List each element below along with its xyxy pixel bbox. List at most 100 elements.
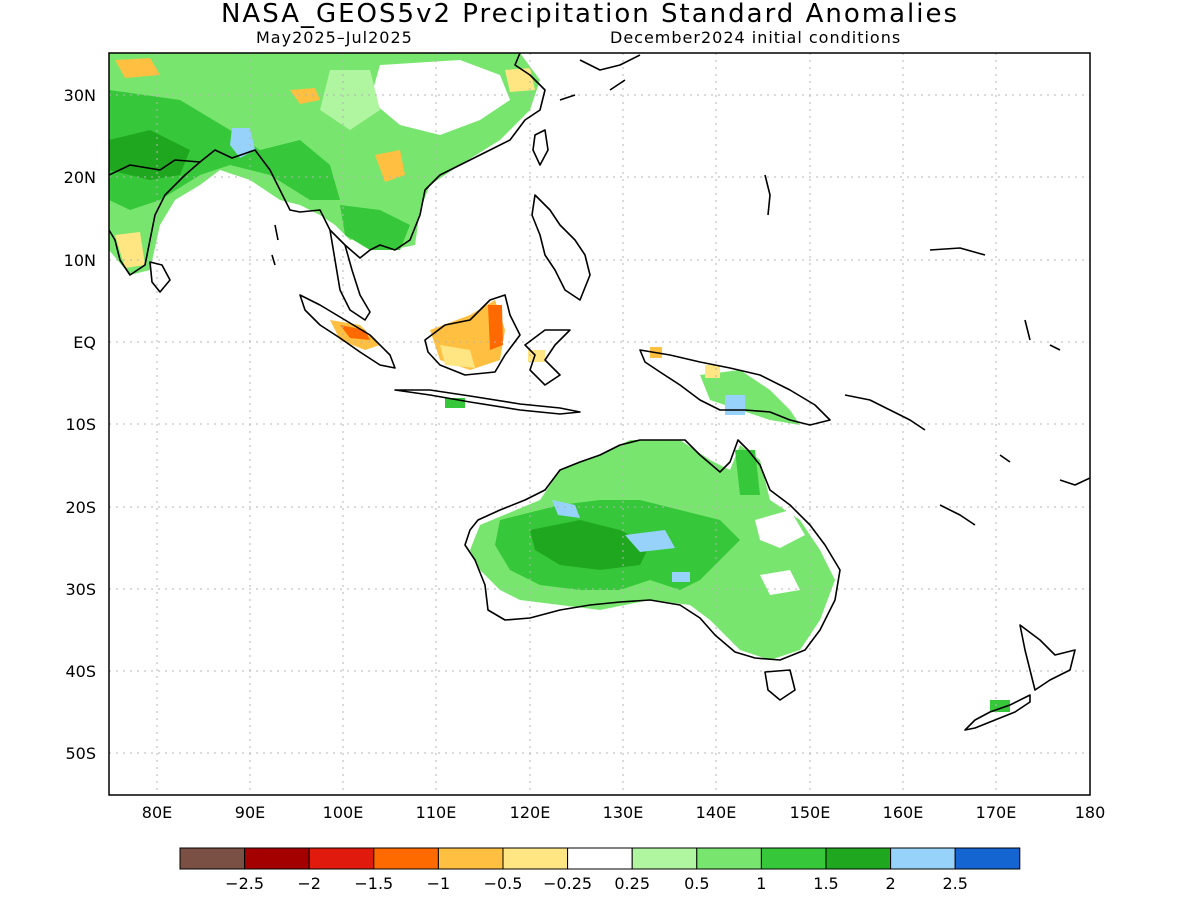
colorbar-label: 1 (756, 874, 766, 893)
new-guinea-yellow (705, 365, 720, 378)
colorbar-box (954, 847, 1021, 870)
initial-conditions: December2024 initial conditions (610, 28, 902, 47)
lat-label: 40S (65, 662, 96, 681)
lon-label: 140E (696, 803, 737, 822)
colorbar-box (825, 847, 892, 870)
asia-coast (109, 53, 546, 259)
nz-green (990, 700, 1010, 712)
colorbar-box (308, 847, 375, 870)
colorbar-label: 0.25 (614, 874, 650, 893)
borneo-pale (440, 345, 475, 368)
anomaly-shading (109, 53, 1010, 712)
australia-white-2 (760, 570, 800, 595)
andaman-islands (271, 224, 279, 266)
lat-label: 10S (65, 415, 96, 434)
map-title: NASA_GEOS5v2 Precipitation Standard Anom… (220, 0, 960, 29)
colorbar-box (567, 847, 633, 870)
yellow-patch-3 (115, 232, 145, 268)
sulawesi-yellow (528, 350, 545, 362)
solomon-islands (844, 394, 926, 431)
australia-blue-3 (672, 572, 690, 582)
colorbar-label: −2 (297, 874, 321, 893)
lat-label: EQ (73, 333, 96, 352)
new-guinea-anomaly (700, 370, 800, 425)
yellow-patch-1 (290, 88, 320, 104)
latitude-labels: 30N 20N 10N EQ 10S 20S 30S 40S 50S (64, 86, 96, 763)
lat-label: 10N (64, 251, 96, 270)
new-guinea-coast (639, 349, 831, 426)
sumatra-coast (299, 294, 396, 369)
australia-white (755, 510, 805, 548)
colorbar-label: 2 (886, 874, 896, 893)
colorbar-label: −1 (427, 874, 451, 893)
tasmania (764, 669, 796, 701)
lon-label: 130E (603, 803, 644, 822)
lon-label: 170E (976, 803, 1017, 822)
taiwan (532, 129, 549, 166)
lat-label: 20N (64, 168, 96, 187)
colorbar-box (760, 847, 827, 870)
china-pale-2 (320, 70, 380, 130)
colorbar: −2.5 −2 −1.5 −1 −0.5 −0.25 0.25 0.5 1 1.… (179, 847, 1021, 893)
malay-peninsula (329, 229, 371, 321)
bangladesh-blue (230, 128, 255, 158)
lat-label: 30N (64, 86, 96, 105)
colorbar-label: 2.5 (942, 874, 967, 893)
australia-blue-2 (552, 500, 580, 518)
borneo-coast (424, 294, 521, 376)
forecast-period: May2025–Jul2025 (256, 28, 413, 47)
colorbar-label: −0.25 (543, 874, 592, 893)
longitude-labels: 80E 90E 100E 110E 120E 130E 140E 150E 16… (142, 803, 1106, 822)
colorbar-box (631, 847, 698, 870)
colorbar-label: −2.5 (225, 874, 264, 893)
australia-blue-1 (625, 530, 675, 552)
india-strong (109, 130, 190, 180)
pacific-islands-1 (939, 454, 1090, 526)
lon-label: 150E (790, 803, 831, 822)
japan-islands (559, 54, 641, 101)
philippines-coast (531, 194, 591, 301)
sumatra-red (340, 325, 370, 340)
java-coast (394, 389, 581, 415)
colorbar-label: −1.5 (354, 874, 393, 893)
lat-label: 20S (65, 498, 96, 517)
china-pale (370, 60, 510, 135)
coastlines (109, 53, 1090, 731)
lon-label: 100E (323, 803, 364, 822)
colorbar-box (179, 847, 246, 870)
australia-coast (464, 439, 841, 661)
new-guinea-blue (725, 395, 745, 415)
lon-label: 90E (235, 803, 265, 822)
asia-anomaly-strong (109, 90, 340, 210)
colorbar-box (696, 847, 762, 870)
nz-south (964, 694, 1031, 731)
colorbar-box (502, 847, 569, 870)
yellow-patch-2 (375, 150, 405, 182)
indochina-green (340, 205, 410, 250)
map-frame (108, 52, 1091, 796)
borneo-orange (488, 305, 503, 350)
colorbar-label: 0.5 (684, 874, 709, 893)
grid-lines (109, 53, 1090, 795)
lat-label: 50S (65, 744, 96, 763)
lon-label: 110E (416, 803, 457, 822)
lon-label: 80E (142, 803, 172, 822)
colorbar-box (890, 847, 956, 870)
nz-north (1019, 624, 1076, 691)
colorbar-label: 1.5 (813, 874, 838, 893)
colorbar-box (244, 847, 310, 870)
colorbar-label: −0.5 (484, 874, 523, 893)
yellow-patch-4 (115, 58, 160, 78)
lon-label: 160E (883, 803, 924, 822)
cape-york-green (735, 450, 760, 495)
lon-label: 120E (510, 803, 551, 822)
sri-lanka (149, 261, 171, 293)
lat-label: 30S (65, 580, 96, 599)
sulawesi-coast (524, 329, 571, 386)
colorbar-box (373, 847, 439, 870)
colorbar-box (437, 847, 504, 870)
india-coast (109, 161, 201, 276)
lon-label: 180 (1075, 803, 1106, 822)
australia-stronger (530, 520, 650, 570)
